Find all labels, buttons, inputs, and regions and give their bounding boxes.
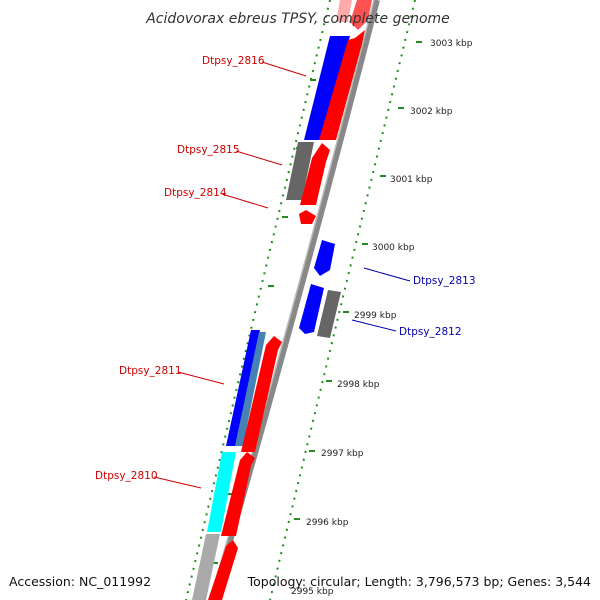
gene-feature-top-red[interactable] bbox=[350, 0, 372, 30]
tick-label-3000: 3000 kbp bbox=[372, 243, 415, 253]
gene-dtpsy-2815[interactable] bbox=[300, 143, 330, 205]
gene-dtpsy-2811[interactable] bbox=[241, 336, 282, 452]
gene-dtpsy-2812-blue[interactable] bbox=[299, 284, 324, 334]
gene-dtpsy-2815-gray[interactable] bbox=[286, 142, 314, 200]
gene-label-2816[interactable]: Dtpsy_2816 bbox=[202, 55, 265, 67]
gene-label-2810[interactable]: Dtpsy_2810 bbox=[95, 470, 158, 482]
tick-label-2997: 2997 kbp bbox=[321, 449, 364, 459]
gene-label-2812[interactable]: Dtpsy_2812 bbox=[399, 326, 462, 338]
callout-line-2815 bbox=[235, 150, 283, 166]
tick-label-3003: 3003 kbp bbox=[430, 39, 473, 49]
gene-dtpsy-2811-blue[interactable] bbox=[226, 330, 260, 446]
gene-dtpsy-2811-steelblue[interactable] bbox=[235, 332, 266, 446]
gene-dtpsy-2810[interactable] bbox=[221, 452, 255, 536]
callout-line-2811 bbox=[177, 371, 225, 385]
gene-dtpsy-2813[interactable] bbox=[314, 240, 335, 276]
tick-label-2996: 2996 kbp bbox=[306, 518, 349, 528]
gene-dtpsy-2810-cyan[interactable] bbox=[207, 452, 236, 532]
tick-label-2995: 2995 kbp bbox=[291, 587, 334, 597]
gene-feature-top-pink[interactable] bbox=[336, 0, 352, 22]
callout-line-2814 bbox=[221, 193, 269, 209]
gene-label-2813[interactable]: Dtpsy_2813 bbox=[413, 275, 476, 287]
gene-feature-bottom-red[interactable] bbox=[208, 540, 238, 600]
gene-dtpsy-2814[interactable] bbox=[299, 210, 316, 224]
scale-tick-marks bbox=[294, 41, 422, 520]
tick-label-2998: 2998 kbp bbox=[337, 380, 380, 390]
gene-dtpsy-2812[interactable] bbox=[317, 290, 341, 338]
genome-summary: Topology: circular; Length: 3,796,573 bp… bbox=[247, 574, 591, 589]
callout-line-2810 bbox=[153, 476, 202, 489]
accession-label: Accession: NC_011992 bbox=[9, 574, 151, 589]
callout-lines bbox=[153, 61, 411, 489]
gene-feature-red-2816[interactable] bbox=[319, 30, 365, 140]
callout-line-2813 bbox=[363, 267, 411, 282]
callout-line-2816 bbox=[261, 61, 307, 77]
tick-label-3002: 3002 kbp bbox=[410, 107, 453, 117]
gene-label-2814[interactable]: Dtpsy_2814 bbox=[164, 187, 227, 199]
gene-label-2815[interactable]: Dtpsy_2815 bbox=[177, 144, 240, 156]
gene-label-2811[interactable]: Dtpsy_2811 bbox=[119, 365, 182, 377]
tick-label-3001: 3001 kbp bbox=[390, 175, 433, 185]
map-title: Acidovorax ebreus TPSY, complete genome bbox=[145, 11, 450, 27]
callout-line-2812 bbox=[351, 319, 397, 332]
gene-dtpsy-2816[interactable] bbox=[304, 36, 350, 140]
gene-feature-bottom-gray[interactable] bbox=[192, 534, 220, 600]
tick-label-2999: 2999 kbp bbox=[354, 311, 397, 321]
